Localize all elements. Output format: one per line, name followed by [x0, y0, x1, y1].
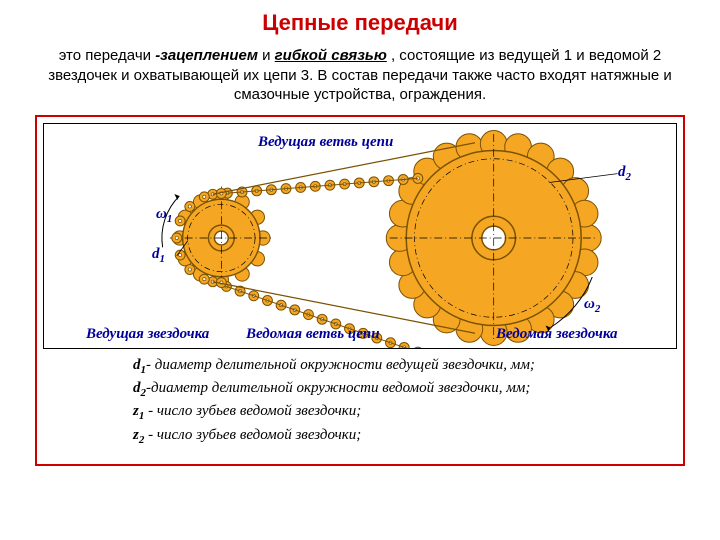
label-driven-branch: Ведомая ветвь цепи — [246, 326, 380, 343]
legend: d1- диаметр делительной окружности ведущ… — [43, 349, 677, 459]
description: это передачи -зацеплением и гибкой связь… — [20, 46, 700, 105]
legend-z1: z1 - число зубьев ведомой звездочки; — [133, 401, 677, 424]
legend-z2: z2 - число зубьев ведомой звездочки; — [133, 425, 677, 448]
figure-frame: Ведущая ветвь цепи ω1 d1 d2 ω2 Ведущая з… — [35, 115, 685, 467]
label-d1: d1 — [152, 246, 165, 265]
figure-inner: Ведущая ветвь цепи ω1 d1 d2 ω2 Ведущая з… — [43, 123, 677, 349]
legend-d2: d2-диаметр делительной окружности ведомо… — [133, 378, 677, 401]
desc-em2: гибкой связью — [275, 47, 387, 64]
page-title: Цепные передачи — [20, 10, 700, 36]
desc-em1: -зацеплением — [155, 47, 258, 64]
chain-drive-diagram — [48, 128, 672, 348]
label-d2: d2 — [618, 164, 631, 183]
legend-d1: d1- диаметр делительной окружности ведущ… — [133, 355, 677, 378]
label-omega2: ω2 — [584, 296, 600, 315]
label-driving-sprocket: Ведущая звездочка — [86, 326, 209, 343]
label-top-branch: Ведущая ветвь цепи — [258, 134, 393, 151]
label-driven-sprocket: Ведомая звездочка — [496, 326, 618, 343]
desc-mid1: и — [262, 47, 275, 64]
label-omega1: ω1 — [156, 206, 172, 225]
desc-prefix: это передачи — [59, 47, 155, 64]
